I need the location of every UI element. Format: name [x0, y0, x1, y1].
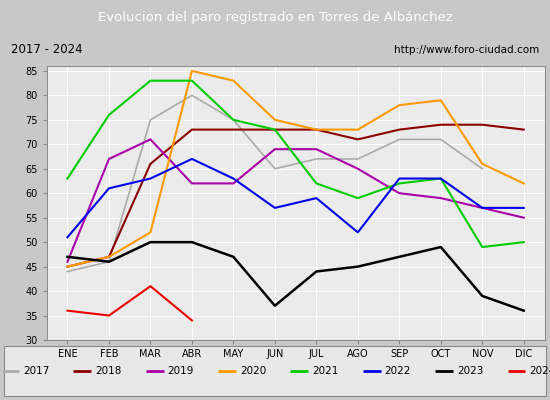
Text: http://www.foro-ciudad.com: http://www.foro-ciudad.com	[394, 45, 539, 55]
Text: 2020: 2020	[240, 366, 266, 376]
Text: 2024: 2024	[529, 366, 550, 376]
Text: Evolucion del paro registrado en Torres de Albánchez: Evolucion del paro registrado en Torres …	[97, 12, 453, 24]
Text: 2022: 2022	[384, 366, 411, 376]
Text: 2017: 2017	[23, 366, 50, 376]
Text: 2019: 2019	[168, 366, 194, 376]
FancyBboxPatch shape	[4, 346, 546, 396]
Text: 2023: 2023	[457, 366, 483, 376]
Text: 2018: 2018	[95, 366, 122, 376]
Text: 2021: 2021	[312, 366, 339, 376]
Text: 2017 - 2024: 2017 - 2024	[11, 44, 82, 56]
